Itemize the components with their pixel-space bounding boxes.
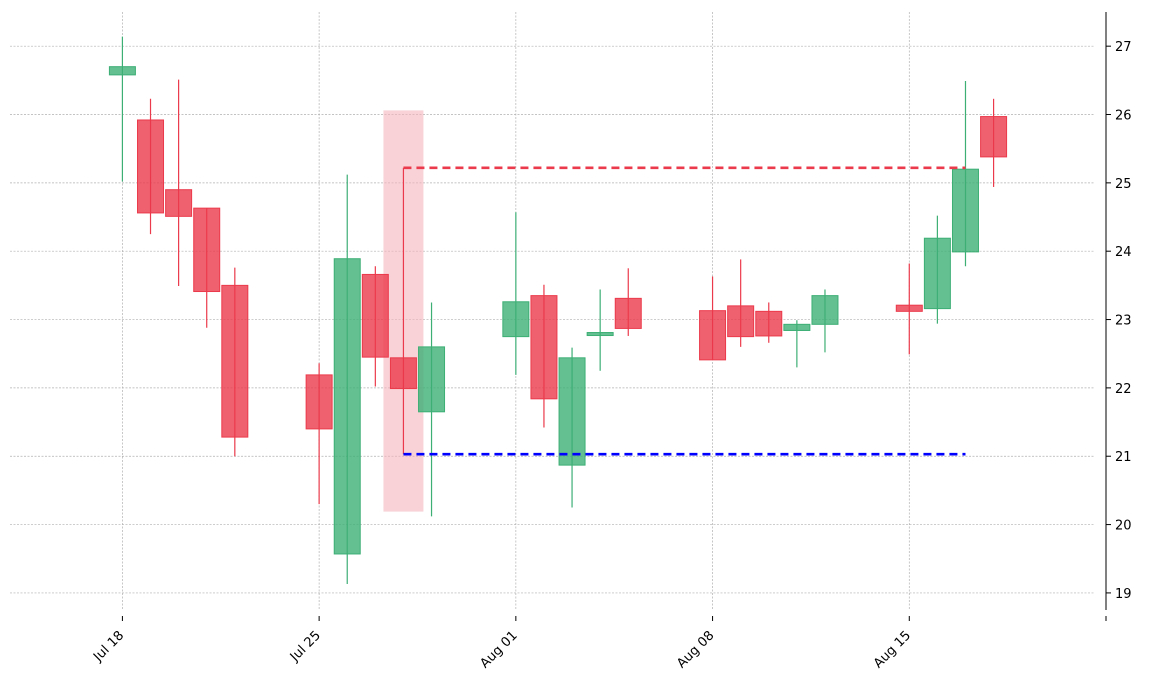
bullish-candle [783, 320, 811, 368]
y-tick-label: 23 [1115, 314, 1132, 329]
bullish-candle [108, 36, 136, 182]
bullish-candle [586, 289, 614, 371]
candle-body [699, 310, 727, 361]
candle-body [418, 346, 446, 413]
candle-body [305, 374, 333, 430]
y-tick-label: 24 [1115, 245, 1132, 260]
candle-body [614, 297, 642, 329]
bearish-candle [193, 207, 221, 328]
candle-body [586, 332, 614, 337]
bearish-candle [895, 263, 923, 355]
bearish-candle [614, 268, 642, 336]
bearish-candle [221, 267, 249, 457]
bullish-candle [418, 302, 446, 517]
y-tick-label: 25 [1115, 177, 1132, 192]
candle-body [783, 323, 811, 331]
bullish-candle [951, 81, 979, 267]
bearish-candle [755, 302, 783, 343]
y-tick-label: 26 [1115, 109, 1132, 124]
bearish-candle [305, 363, 333, 505]
bearish-candle [137, 98, 165, 235]
bearish-candle [165, 79, 193, 287]
candle-body [980, 116, 1008, 158]
candle-body [502, 301, 530, 338]
candle-body [530, 295, 558, 400]
bullish-candle [923, 215, 951, 324]
candle-body [727, 305, 755, 338]
candle-body [221, 284, 249, 438]
bullish-candle [502, 212, 530, 375]
candle-body [137, 119, 165, 214]
bearish-candle [389, 167, 417, 455]
y-tick-label: 22 [1115, 382, 1132, 397]
bearish-candle [530, 284, 558, 428]
bullish-candle [811, 289, 839, 353]
candle-body [193, 207, 221, 293]
candle-body [755, 310, 783, 337]
bearish-candle [699, 276, 727, 361]
x-tick-label: Jul 25 [287, 628, 324, 665]
candle-body [558, 357, 586, 466]
candle-body [923, 237, 951, 310]
candle-body [811, 295, 839, 325]
bearish-candle [727, 259, 755, 347]
candle-body [389, 357, 417, 390]
bearish-candle [980, 98, 1008, 187]
candle-body [165, 189, 193, 217]
bullish-candle [333, 174, 361, 585]
candle-body [361, 273, 389, 358]
x-tick-label: Aug 15 [871, 628, 914, 671]
candle-body [108, 66, 136, 76]
x-tick-label: Jul 18 [90, 628, 127, 665]
y-tick-label: 20 [1115, 519, 1132, 534]
candle-body [951, 168, 979, 253]
x-tick-label: Aug 01 [477, 628, 520, 671]
x-tick-label: Aug 08 [674, 628, 717, 671]
y-tick-label: 27 [1115, 40, 1132, 55]
candle-body [333, 258, 361, 555]
bullish-candle [558, 347, 586, 508]
y-tick-label: 19 [1115, 587, 1132, 602]
candle-body [895, 304, 923, 312]
bearish-candle [361, 266, 389, 387]
y-tick-label: 21 [1115, 450, 1132, 465]
